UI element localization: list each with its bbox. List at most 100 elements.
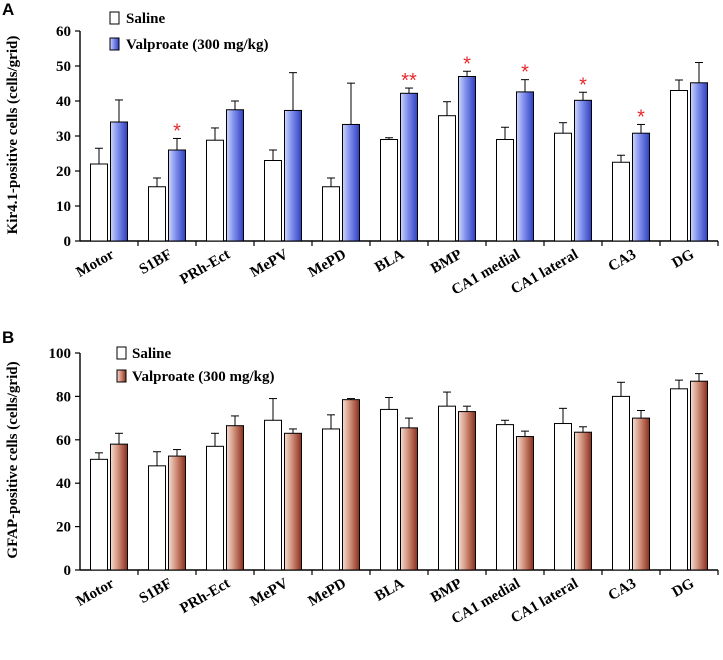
panel-a-group-prh-ect	[206, 100, 244, 242]
panel-b-ylabel: GFAP-positive cells (cells/grid)	[5, 361, 21, 558]
panel-b-group-ca1-lateral	[554, 407, 592, 571]
legend-swatch-valproate	[109, 37, 120, 51]
panel-b-category-label: Motor	[74, 575, 118, 609]
bar-valproate	[342, 123, 360, 242]
panel-b-ytick-label: 80	[56, 389, 71, 405]
panel-a-ytick-label: 20	[56, 164, 71, 180]
panel-b-category-label: S1BF	[137, 576, 175, 607]
bar-saline	[90, 458, 108, 571]
panel-a-category-label: BMP	[428, 247, 465, 278]
legend-swatch-saline	[109, 11, 120, 25]
bar-saline	[264, 419, 282, 571]
legend-label-saline: Saline	[126, 11, 166, 27]
panel-a-plot: 0 10 20 30 40 50 60 Motor S1BF PRh-Ect MePV MePD BLA…	[56, 24, 719, 299]
bar-valproate	[110, 443, 128, 571]
panel-b-category-label: MePV	[248, 576, 291, 610]
panel-a-category-label: CA3	[606, 247, 639, 275]
panel-a-significance-star: *	[463, 53, 471, 75]
panel-b-category-label: BLA	[372, 576, 407, 605]
panel-b-group-dg	[670, 373, 708, 571]
panel-a-group-bmp	[438, 70, 476, 242]
panel-b-group-ca1-medial	[496, 419, 534, 571]
bar-saline	[554, 423, 572, 571]
panel-a-ytick-label: 30	[56, 129, 71, 145]
panel-a-group-mepd	[322, 82, 360, 242]
panel-b-group-motor	[90, 432, 128, 571]
bar-valproate	[574, 431, 592, 571]
legend-swatch-saline	[116, 346, 127, 360]
bar-valproate	[342, 399, 360, 571]
panel-b-group-bmp	[438, 391, 476, 571]
bar-valproate	[574, 99, 592, 242]
bar-saline	[380, 139, 398, 242]
panel-b-category-label: BMP	[428, 576, 465, 607]
panel-a-significance-star: *	[579, 74, 587, 96]
panel-a-ytick-label: 10	[56, 199, 71, 215]
panel-a-group-s1bf	[148, 137, 186, 242]
panel-b-group-s1bf	[148, 449, 186, 571]
bar-valproate	[284, 432, 302, 571]
bar-valproate	[284, 109, 302, 242]
bar-valproate	[226, 425, 244, 571]
panel-letter-a: A	[2, 0, 14, 19]
panel-a-group-mepv	[264, 72, 302, 242]
panel-b-group-mepv	[264, 398, 302, 571]
bar-saline	[554, 132, 572, 242]
bar-valproate	[690, 380, 708, 571]
panel-a-significance-star: **	[401, 70, 417, 92]
panel-a-group-bla	[380, 87, 418, 242]
bar-valproate	[168, 149, 186, 242]
bar-valproate	[226, 109, 244, 242]
panel-a-group-ca1-lateral	[554, 91, 592, 242]
panel-a-category-label: MePD	[306, 247, 349, 281]
panel-b-ytick-label: 60	[56, 433, 71, 449]
panel-a-group-dg	[670, 62, 708, 242]
bar-saline	[148, 465, 166, 571]
bar-saline	[206, 139, 224, 242]
legend-swatch-valproate	[116, 369, 127, 383]
panel-b-group-mepd	[322, 398, 360, 571]
bar-saline	[148, 186, 166, 242]
bar-saline	[612, 395, 630, 571]
bar-saline	[322, 186, 340, 242]
panel-a-category-label: DG	[670, 246, 698, 271]
bar-saline	[612, 161, 630, 242]
panel-b-group-bla	[380, 396, 418, 571]
bar-valproate	[516, 91, 534, 242]
panel-a-significance-star: *	[173, 120, 181, 142]
panel-a-category-label: MePV	[248, 247, 291, 281]
panel-b-plot: 0 20 40 60 80 100 Motor S1BF PRh-Ect MePV MePD BLA B…	[49, 346, 719, 628]
panel-b-category-label: CA3	[606, 576, 639, 604]
panel-letter-b: B	[2, 328, 14, 347]
panel-b-ytick-label: 40	[56, 476, 71, 492]
panel-b-ytick-label: 20	[56, 520, 71, 536]
panel-a-category-label: PRh-Ect	[177, 247, 233, 288]
bar-valproate	[632, 132, 650, 242]
legend-label-saline: Saline	[132, 346, 172, 362]
bar-valproate	[516, 436, 534, 571]
bar-valproate	[458, 411, 476, 571]
bar-saline	[438, 405, 456, 571]
panel-b-group-ca3	[612, 381, 650, 571]
legend-label-valproate: Valproate (300 mg/kg)	[126, 37, 269, 53]
panel-a-ytick-label: 40	[56, 94, 71, 110]
bar-saline	[438, 115, 456, 242]
bar-saline	[322, 428, 340, 571]
bar-saline	[90, 163, 108, 242]
panel-a: A Kir4.1-positive cells (cells/grid) 0 10…	[2, 0, 719, 299]
panel-a-category-label: S1BF	[137, 247, 175, 278]
bar-saline	[670, 90, 688, 242]
panel-a-legend: Saline Valproate (300 mg/kg)	[109, 11, 269, 53]
bar-saline	[380, 408, 398, 571]
panel-a-ytick-label: 50	[56, 59, 71, 75]
panel-a-group-ca1-medial	[496, 79, 534, 242]
panel-b-group-prh-ect	[206, 415, 244, 571]
panel-a-category-label: BLA	[372, 247, 407, 276]
panel-b: B GFAP-positive cells (cells/grid) 0 20 40…	[2, 328, 719, 628]
bar-valproate	[168, 455, 186, 571]
panel-b-category-label: PRh-Ect	[177, 576, 233, 617]
panel-a-significance-star: *	[637, 106, 645, 128]
bar-saline	[496, 424, 514, 571]
panel-a-ylabel: Kir4.1-positive cells (cells/grid)	[5, 36, 21, 235]
